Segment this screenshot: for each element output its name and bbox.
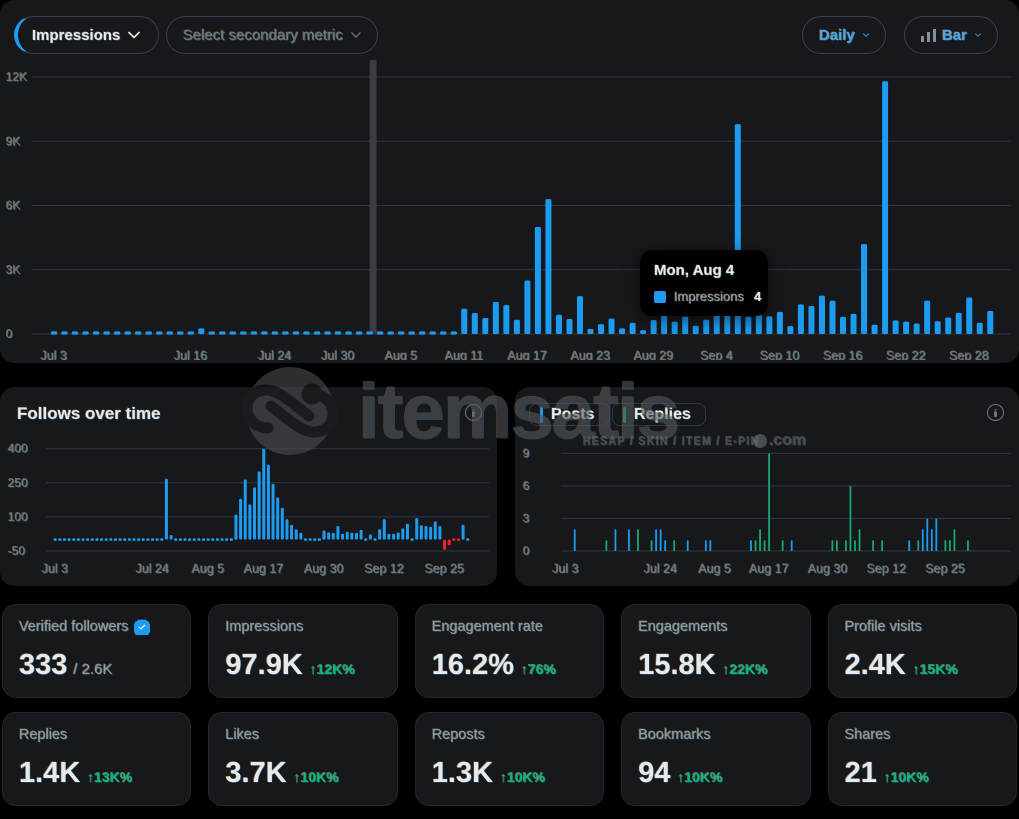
svg-text:Jul 30: Jul 30 bbox=[321, 349, 354, 360]
svg-text:Sep 25: Sep 25 bbox=[926, 562, 966, 576]
svg-text:Jul 24: Jul 24 bbox=[136, 562, 169, 576]
svg-text:Sep 16: Sep 16 bbox=[823, 349, 863, 360]
svg-text:0: 0 bbox=[6, 327, 13, 341]
svg-text:250: 250 bbox=[8, 476, 28, 490]
svg-text:6K: 6K bbox=[6, 199, 21, 213]
svg-text:Jul 3: Jul 3 bbox=[552, 562, 578, 576]
svg-text:Sep 12: Sep 12 bbox=[364, 562, 404, 576]
svg-text:Sep 25: Sep 25 bbox=[425, 562, 465, 576]
svg-text:Sep 4: Sep 4 bbox=[700, 349, 733, 360]
svg-text:Jul 3: Jul 3 bbox=[41, 349, 67, 360]
svg-text:3K: 3K bbox=[6, 263, 21, 277]
svg-text:Aug 29: Aug 29 bbox=[634, 349, 674, 360]
svg-text:6: 6 bbox=[523, 479, 530, 493]
svg-text:Jul 24: Jul 24 bbox=[258, 349, 291, 360]
svg-text:12K: 12K bbox=[6, 70, 27, 84]
svg-text:Aug 30: Aug 30 bbox=[808, 562, 848, 576]
svg-text:9: 9 bbox=[523, 446, 530, 460]
svg-text:400: 400 bbox=[8, 442, 28, 456]
svg-text:100: 100 bbox=[8, 510, 28, 524]
svg-text:Sep 12: Sep 12 bbox=[867, 562, 907, 576]
svg-text:0: 0 bbox=[523, 544, 530, 558]
svg-text:Aug 30: Aug 30 bbox=[304, 562, 344, 576]
svg-text:Sep 10: Sep 10 bbox=[760, 349, 800, 360]
svg-text:9K: 9K bbox=[6, 134, 21, 148]
svg-text:Aug 5: Aug 5 bbox=[385, 349, 418, 360]
svg-text:Aug 17: Aug 17 bbox=[749, 562, 789, 576]
svg-text:Aug 17: Aug 17 bbox=[508, 349, 548, 360]
svg-text:Aug 17: Aug 17 bbox=[244, 562, 284, 576]
svg-text:-50: -50 bbox=[8, 544, 26, 558]
svg-text:3: 3 bbox=[523, 511, 530, 525]
svg-text:Sep 22: Sep 22 bbox=[886, 349, 926, 360]
svg-text:Aug 11: Aug 11 bbox=[445, 349, 484, 360]
svg-text:Jul 24: Jul 24 bbox=[644, 562, 677, 576]
svg-text:Aug 5: Aug 5 bbox=[699, 562, 732, 576]
svg-text:Sep 28: Sep 28 bbox=[949, 349, 989, 360]
svg-text:Jul 16: Jul 16 bbox=[174, 349, 207, 360]
svg-text:Aug 5: Aug 5 bbox=[192, 562, 225, 576]
svg-text:Jul 3: Jul 3 bbox=[42, 562, 68, 576]
svg-text:Aug 23: Aug 23 bbox=[571, 349, 611, 360]
